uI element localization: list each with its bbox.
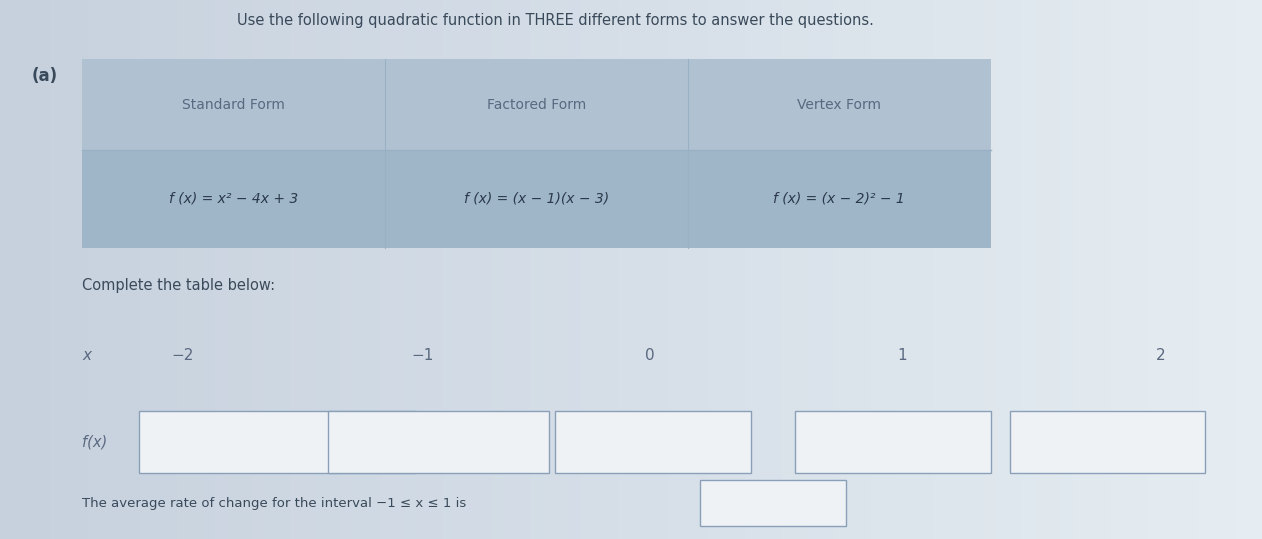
Text: 1: 1 [897, 348, 907, 363]
Text: −1: −1 [411, 348, 434, 363]
Text: −2: −2 [172, 348, 194, 363]
Text: The average rate of change for the interval −1 ≤ x ≤ 1 is: The average rate of change for the inter… [82, 497, 466, 510]
Bar [82, 150, 991, 248]
Bar [700, 480, 846, 526]
Bar [139, 411, 416, 473]
Text: 0: 0 [645, 348, 655, 363]
Bar [1010, 411, 1205, 473]
Text: f(x): f(x) [82, 434, 107, 450]
Text: Factored Form: Factored Form [487, 98, 586, 112]
Text: f (x) = (x − 1)(x − 3): f (x) = (x − 1)(x − 3) [464, 192, 608, 206]
Bar [555, 411, 751, 473]
Text: 2: 2 [1156, 348, 1166, 363]
Text: f (x) = x² − 4x + 3: f (x) = x² − 4x + 3 [169, 192, 298, 206]
Text: x: x [82, 348, 91, 363]
Text: Standard Form: Standard Form [182, 98, 285, 112]
Text: Vertex Form: Vertex Form [798, 98, 881, 112]
Text: Use the following quadratic function in THREE different forms to answer the ques: Use the following quadratic function in … [237, 13, 873, 29]
Text: (a): (a) [32, 67, 58, 85]
Bar [82, 59, 991, 248]
Text: Complete the table below:: Complete the table below: [82, 278, 275, 293]
Text: f (x) = (x − 2)² − 1: f (x) = (x − 2)² − 1 [774, 192, 905, 206]
Bar [328, 411, 549, 473]
Bar [795, 411, 991, 473]
